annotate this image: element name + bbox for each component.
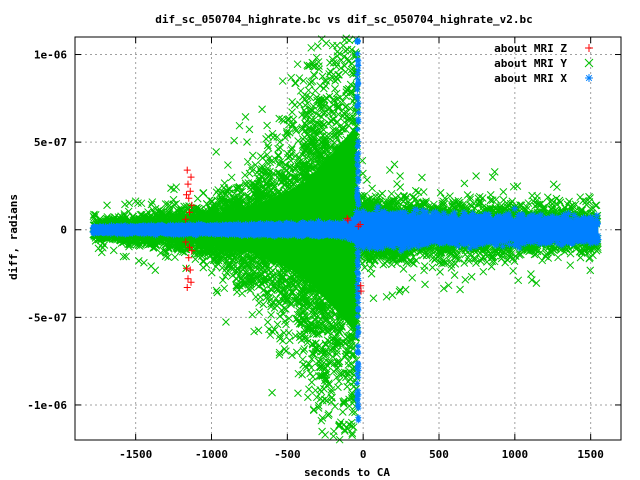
series-y-point-899 <box>135 242 144 250</box>
series-y-point-36 <box>89 212 98 221</box>
series-y-point-874 <box>177 246 185 255</box>
series-y-point-461 <box>140 258 148 267</box>
series-y-point-656 <box>195 247 204 255</box>
series-y-point-868 <box>170 185 178 194</box>
series-y-point-879 <box>152 209 161 218</box>
series-y-point-821 <box>191 206 200 215</box>
series-y-point-885 <box>174 239 183 247</box>
series-y-point-853 <box>135 235 144 243</box>
series-y-point-783 <box>163 200 172 208</box>
series-y-point-780 <box>198 247 207 256</box>
series-y-point-100 <box>125 199 134 207</box>
series-y-point-710 <box>200 257 208 266</box>
series-y-point-266 <box>90 210 98 219</box>
chart-title: dif_sc_050704_highrate.bc vs dif_sc_0507… <box>155 13 533 26</box>
series-y-point-382 <box>137 199 146 208</box>
series-y-point-330 <box>103 213 112 221</box>
series-y-point-965 <box>235 121 244 130</box>
series-y-point-948 <box>243 138 251 146</box>
series-y-point-993 <box>212 286 221 295</box>
series-y-point-337 <box>90 213 99 222</box>
plot-points <box>89 34 602 444</box>
series-y-point-621 <box>150 208 158 217</box>
series-y-point-873 <box>134 199 142 207</box>
series-y-point-950 <box>250 327 258 336</box>
series-y-point-750 <box>169 195 178 204</box>
series-y-point-881 <box>188 213 197 222</box>
series-y-point-812 <box>142 236 150 245</box>
series-y-point-1019 <box>219 276 227 284</box>
series-y-point-806 <box>144 235 152 244</box>
series-y-point-860 <box>169 242 177 251</box>
series-y-point-805 <box>134 256 143 265</box>
series-y-point-207 <box>119 252 128 261</box>
series-y-point-898 <box>169 213 178 221</box>
series-y-point-307 <box>103 201 111 210</box>
series-y-point-842 <box>147 240 156 248</box>
series-y-point-15 <box>109 246 118 255</box>
series-y-point-894 <box>175 211 183 220</box>
series-y-point-893 <box>180 214 189 222</box>
series-y-point-896 <box>199 263 208 272</box>
series-y-point-880 <box>177 205 186 213</box>
series-y-point-844 <box>173 215 182 224</box>
series-y-point-749 <box>184 204 193 212</box>
series-y-point-673 <box>161 200 170 208</box>
series-y-point-897 <box>144 208 152 216</box>
series-y-point-889 <box>167 243 176 252</box>
series-y-point-438 <box>164 253 172 262</box>
series-y-point-635 <box>147 262 155 270</box>
series-y-point-865 <box>203 245 212 254</box>
series-y-point-429 <box>148 198 157 206</box>
series-y-point-866 <box>193 194 202 203</box>
series-y-point-856 <box>199 212 208 221</box>
series-y-point-301 <box>120 212 129 220</box>
series-y-point-1045 <box>248 310 257 319</box>
series-y-point-637 <box>171 253 179 262</box>
series-y-point-243 <box>122 252 130 261</box>
series-y-point-181 <box>121 200 129 209</box>
series-y-point-835 <box>191 208 199 217</box>
series-y-point-228 <box>97 248 106 257</box>
series-y-point-312 <box>94 235 103 244</box>
series-y-point-290 <box>125 240 134 249</box>
series-y-point-886 <box>133 235 141 244</box>
